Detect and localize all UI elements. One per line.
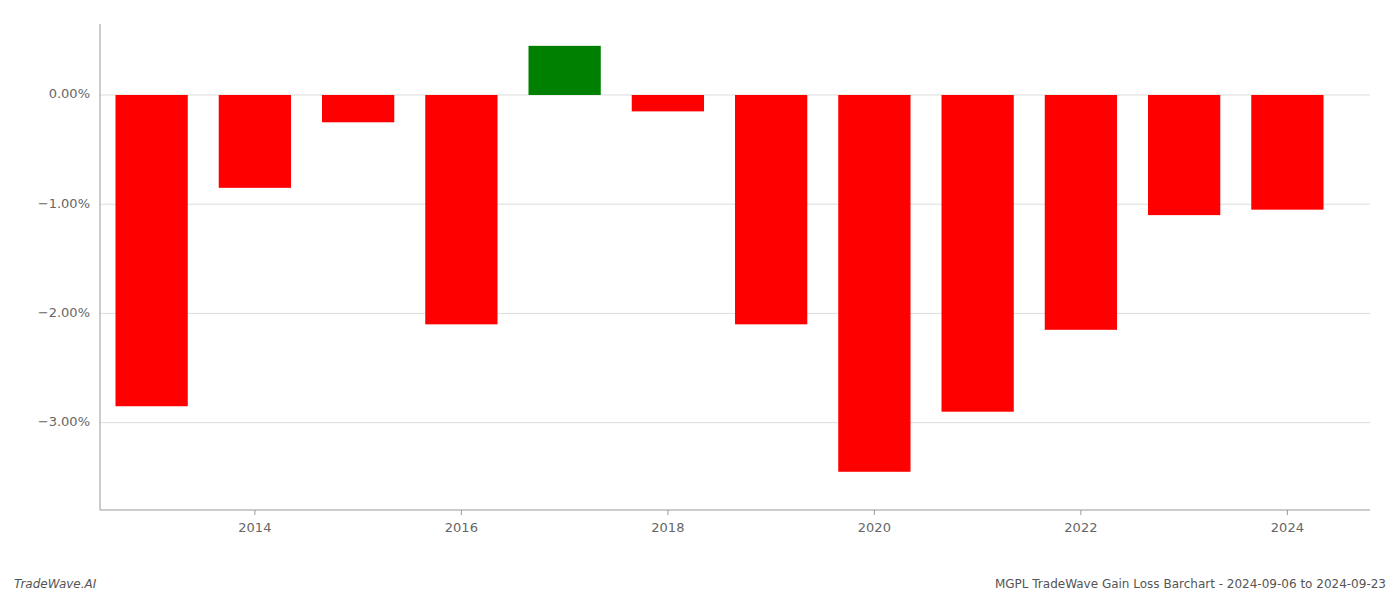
bar [942, 95, 1014, 412]
x-tick-label: 2018 [651, 520, 684, 535]
bars [115, 46, 1323, 472]
bar [632, 95, 704, 111]
bar [735, 95, 807, 324]
bar [219, 95, 291, 188]
x-tick [874, 510, 875, 515]
bar [115, 95, 187, 406]
bar [1045, 95, 1117, 330]
x-tick [1080, 510, 1081, 515]
footer-left: TradeWave.AI [14, 577, 97, 591]
y-tick-label: 0.00% [49, 86, 90, 101]
bar [838, 95, 910, 472]
grid-line [100, 422, 1370, 423]
x-tick [461, 510, 462, 515]
bar [1148, 95, 1220, 215]
bar [322, 95, 394, 122]
x-tick-label: 2022 [1064, 520, 1097, 535]
x-tick [667, 510, 668, 515]
x-tick-label: 2016 [445, 520, 478, 535]
bar [1251, 95, 1323, 210]
x-axis-line [100, 510, 1370, 511]
y-tick-label: −2.00% [38, 305, 90, 320]
y-tick-label: −1.00% [38, 196, 90, 211]
y-tick-label: −3.00% [38, 414, 90, 429]
x-tick-label: 2014 [238, 520, 271, 535]
chart-svg: 0.00%−1.00%−2.00%−3.00%20142016201820202… [0, 0, 1400, 600]
x-tick-label: 2024 [1271, 520, 1304, 535]
x-tick-label: 2020 [858, 520, 891, 535]
y-tick-labels: 0.00% −1.00% −2.00% −3.00% [38, 86, 90, 429]
bar [528, 46, 600, 95]
x-ticks: 2014 2016 2018 2020 2022 2024 [238, 510, 1304, 535]
y-axis-line [100, 24, 101, 510]
chart-container: 0.00%−1.00%−2.00%−3.00%20142016201820202… [0, 0, 1400, 600]
y-grid [100, 95, 1370, 423]
footer-right: MGPL TradeWave Gain Loss Barchart - 2024… [995, 577, 1386, 591]
x-tick [1287, 510, 1288, 515]
annotations: TradeWave.AI MGPL TradeWave Gain Loss Bar… [14, 577, 1386, 591]
bar [425, 95, 497, 324]
x-tick [254, 510, 255, 515]
